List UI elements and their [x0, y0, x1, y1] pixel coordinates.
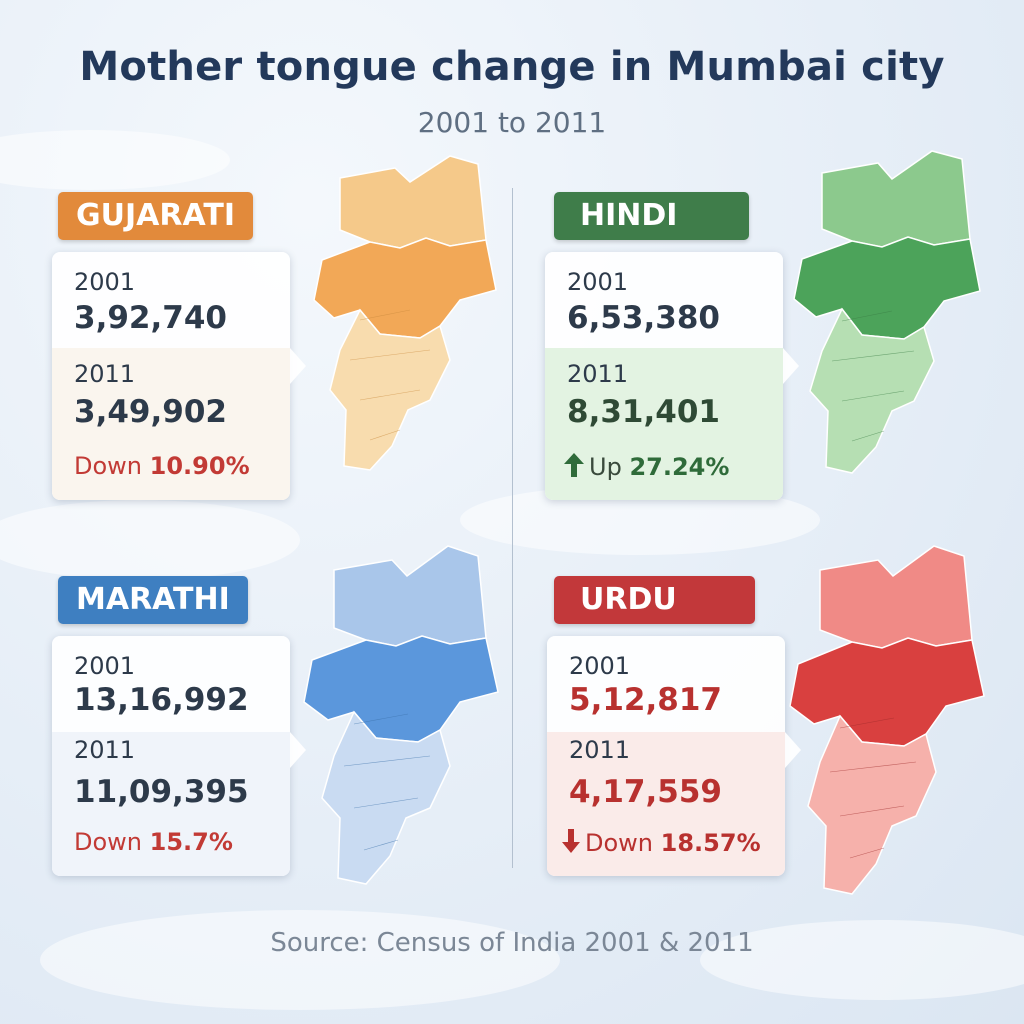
urdu-stats-card: 2001 5,12,817 2011 4,17,559 Down 18.57% — [547, 636, 801, 876]
gujarati-stats-card: 2001 3,92,740 2011 3,49,902 Down 10.90% — [52, 252, 306, 500]
urdu-change-word: Down — [585, 829, 654, 857]
gujarati-value-2001: 3,92,740 — [74, 300, 227, 336]
gujarati-year-2011: 2011 — [74, 360, 136, 388]
map-north-region — [333, 545, 487, 647]
hindi-year-2011: 2011 — [567, 360, 629, 388]
gujarati-label-badge: GUJARATI — [58, 192, 253, 240]
hindi-change-pct: 27.24% — [629, 453, 730, 481]
marathi-mumbai-map — [303, 545, 499, 885]
map-north-region — [819, 545, 973, 649]
source-note: Source: Census of India 2001 & 2011 — [270, 928, 754, 958]
map-south-region — [809, 307, 935, 474]
map-south-region — [321, 710, 451, 885]
hindi-label-badge: HINDI — [554, 192, 750, 240]
marathi-value-2011: 11,09,395 — [74, 774, 249, 810]
urdu-label-badge: URDU — [554, 576, 755, 624]
marathi-year-2011: 2011 — [74, 736, 136, 764]
urdu-year-2001: 2001 — [569, 652, 631, 680]
page-subtitle: 2001 to 2011 — [417, 106, 607, 139]
down-arrow-icon — [562, 829, 580, 853]
urdu-value-2011: 4,17,559 — [569, 774, 722, 810]
marathi-change: Down 15.7% — [74, 828, 233, 856]
map-south-region — [807, 714, 937, 895]
urdu-mumbai-map — [789, 545, 985, 895]
urdu-value-2001: 5,12,817 — [569, 682, 722, 718]
marathi-change-word: Down — [74, 828, 143, 856]
map-central-region — [793, 236, 981, 340]
map-south-region — [329, 308, 451, 471]
map-north-region — [821, 150, 971, 248]
urdu-change-pct: 18.57% — [660, 829, 761, 857]
map-central-region — [313, 237, 497, 339]
marathi-year-2001: 2001 — [74, 652, 136, 680]
page-title: Mother tongue change in Mumbai city — [79, 44, 945, 90]
hindi-year-2001: 2001 — [567, 268, 629, 296]
marathi-value-2001: 13,16,992 — [74, 682, 249, 718]
hindi-value-2011: 8,31,401 — [567, 394, 720, 430]
marathi-stats-card: 2001 13,16,992 2011 11,09,395 Down 15.7% — [52, 636, 306, 876]
hindi-stats-card: 2001 6,53,380 2011 8,31,401 Up 27.24% — [545, 252, 799, 500]
map-north-region — [339, 155, 487, 249]
map-central-region — [789, 637, 985, 747]
gujarati-change: Down 10.90% — [74, 452, 250, 480]
hindi-change-word: Up — [589, 453, 622, 481]
gujarati-change-pct: 10.90% — [149, 452, 250, 480]
marathi-label-badge: MARATHI — [58, 576, 248, 624]
map-central-region — [303, 635, 499, 743]
urdu-year-2011: 2011 — [569, 736, 631, 764]
marathi-change-pct: 15.7% — [149, 828, 233, 856]
up-arrow-icon — [564, 453, 584, 477]
hindi-value-2001: 6,53,380 — [567, 300, 720, 336]
urdu-change: Down 18.57% — [561, 828, 761, 857]
gujarati-year-2001: 2001 — [74, 268, 136, 296]
gujarati-change-word: Down — [74, 452, 143, 480]
hindi-change: Up 27.24% — [563, 452, 729, 481]
gujarati-value-2011: 3,49,902 — [74, 394, 227, 430]
center-divider — [512, 188, 513, 868]
gujarati-mumbai-map — [313, 155, 497, 471]
hindi-mumbai-map — [793, 150, 981, 474]
